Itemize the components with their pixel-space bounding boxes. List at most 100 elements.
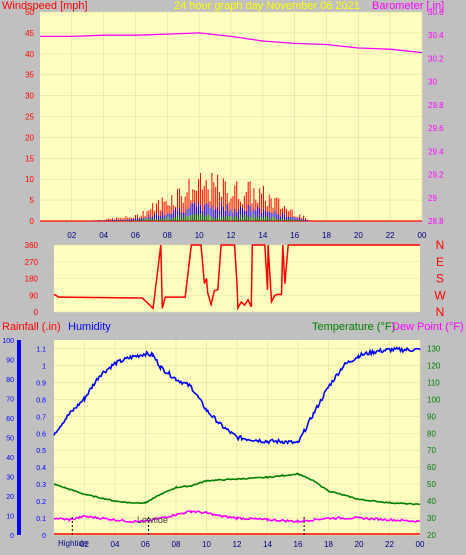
direction-degree-tick: 0	[34, 308, 39, 317]
rainfall-tick: 0.2	[36, 499, 46, 506]
rainfall-tick: 0.7	[36, 414, 46, 421]
humidity-tick: 60	[6, 416, 14, 423]
humidity-tick: 80	[6, 377, 14, 384]
wind-x-tick: 16	[290, 231, 299, 240]
barometer-tick-labels: 28.8 29 29.2 29.4 29.6 29.8 30 30.2 30.4 30.6	[428, 8, 444, 226]
rainfall-tick: 0.4	[36, 465, 46, 472]
temperature-x-tick: 12	[233, 540, 242, 549]
temperature-x-tick: 04	[111, 540, 120, 549]
temperature-tick: 120	[427, 361, 441, 370]
chart-title: 24 hour graph day November 06 2021	[174, 0, 360, 12]
temperature-x-tick: 10	[202, 540, 211, 549]
windspeed-tick: 35	[25, 71, 34, 80]
temperature-tick-labels: 20 30 40 50 60 70 80 90 100 110 120 130	[427, 344, 441, 540]
wind-direction-line	[53, 244, 420, 311]
temperature-tick: 100	[427, 395, 441, 404]
barometer-tick: 30	[428, 78, 437, 87]
rainfall-tick: 1	[42, 363, 46, 370]
temperature-tick: 130	[427, 344, 441, 353]
humidity-tick: 70	[6, 397, 14, 404]
rainfall-tick: 0.5	[36, 448, 46, 455]
temperature-x-tick: 08	[172, 540, 181, 549]
humidity-tick-labels: 0 10 20 30 40 50 60 70 80 90 100	[2, 338, 14, 540]
temperature-tick: 50	[427, 480, 436, 489]
temperature-line	[53, 472, 421, 506]
rainfall-tick: 0.3	[36, 482, 46, 489]
windspeed-tick: 25	[25, 113, 34, 122]
windspeed-tick: 50	[25, 8, 34, 17]
wind-x-tick: 18	[322, 231, 331, 240]
humidity-tick: 0	[10, 533, 14, 540]
lowtide-label: Lowtide	[137, 515, 168, 525]
direction-compass-tick: E	[436, 255, 444, 269]
rainfall-tick: 0.9	[36, 380, 46, 387]
wind-grid	[40, 11, 423, 222]
windspeed-tick: 15	[25, 154, 34, 163]
windspeed-tick: 5	[30, 196, 35, 205]
barometer-tick: 29.6	[428, 124, 444, 133]
barometer-tick: 28.8	[428, 217, 444, 226]
barometer-line	[40, 32, 423, 54]
temperature-tick: 90	[427, 412, 436, 421]
temperature-tick: 80	[427, 429, 436, 438]
barometer-tick: 30.2	[428, 54, 444, 63]
humidity-tick: 100	[2, 338, 14, 345]
humidity-tick: 20	[6, 494, 14, 501]
rainfall-tick: 0.6	[36, 431, 46, 438]
temperature-tick: 110	[427, 378, 440, 387]
windspeed-tick-labels: 0 5 10 15 20 25 30 35 40 45 50	[25, 8, 34, 226]
temperature-x-tick: 18	[324, 540, 333, 549]
barometer-tick: 29.4	[428, 147, 444, 156]
humidity-tick: 90	[6, 358, 14, 365]
wind-x-tick: 02	[67, 231, 76, 240]
rainfall-tick-labels: 0 0.1 0.2 0.3 0.4 0.5 0.6 0.7 0.8 0.9 1 1.1	[36, 346, 46, 540]
windspeed-tick: 10	[25, 175, 34, 184]
temperature-tick: 40	[427, 497, 436, 506]
rainfall-axis-title: Rainfall (.in)	[2, 321, 61, 333]
wind-x-tick: 14	[258, 231, 267, 240]
humidity-tick: 30	[6, 475, 14, 482]
windspeed-tick: 30	[25, 92, 34, 101]
direction-degree-tick: 180	[25, 275, 39, 284]
humidity-tick: 50	[6, 436, 14, 443]
windspeed-tick: 0	[30, 217, 35, 226]
windspeed-tick: 20	[25, 133, 34, 142]
wind-x-tick: 10	[195, 231, 204, 240]
temperature-tick: 70	[427, 446, 436, 455]
windspeed-tick: 45	[25, 29, 34, 38]
barometer-tick: 29.2	[428, 171, 444, 180]
temperature-x-tick: 14	[263, 540, 272, 549]
temperature-x-tick: 02	[80, 540, 89, 549]
windspeed-tick: 40	[25, 50, 34, 59]
rainfall-tick: 0.1	[36, 516, 46, 523]
wind-x-tick: 12	[227, 231, 236, 240]
rainfall-tick: 1.1	[36, 346, 46, 353]
windspeed-axis-title: Windspeed [mph]	[2, 0, 88, 12]
humidity-tick: 40	[6, 455, 14, 462]
temperature-x-tick: 20	[355, 540, 364, 549]
temperature-x-tick: 00	[416, 540, 425, 549]
direction-degree-labels: 0 90 180 270 360	[25, 241, 39, 317]
wind-x-tick: 04	[99, 231, 108, 240]
windspeed-bars	[89, 172, 310, 221]
direction-compass-tick: N	[436, 305, 445, 319]
temperature-x-tick: 22	[385, 540, 394, 549]
direction-compass-tick: S	[436, 272, 444, 286]
temperature-axis-title: Temperature (°F)	[312, 321, 395, 333]
wind-x-tick: 00	[418, 231, 427, 240]
direction-compass-tick: N	[436, 238, 445, 252]
dewpoint-axis-title: Dew Point (°F)	[392, 321, 464, 333]
barometer-tick: 29	[428, 194, 437, 203]
barometer-tick: 30.4	[428, 31, 444, 40]
wind-x-tick: 20	[354, 231, 363, 240]
wind-x-tick: 08	[163, 231, 172, 240]
humidity-line	[53, 346, 421, 445]
rainfall-tick: 0.8	[36, 397, 46, 404]
temperature-tick: 20	[427, 531, 436, 540]
barometer-axis-title: Barometer [.in]	[372, 0, 444, 12]
barometer-tick: 30.6	[428, 8, 444, 17]
wind-x-tick-labels: 02 04 06 08 10 12 14 16 18 20 22 00	[67, 231, 427, 240]
direction-compass-tick: W	[434, 288, 446, 302]
direction-degree-tick: 270	[25, 258, 39, 267]
humidity-axis-bar	[17, 340, 21, 535]
